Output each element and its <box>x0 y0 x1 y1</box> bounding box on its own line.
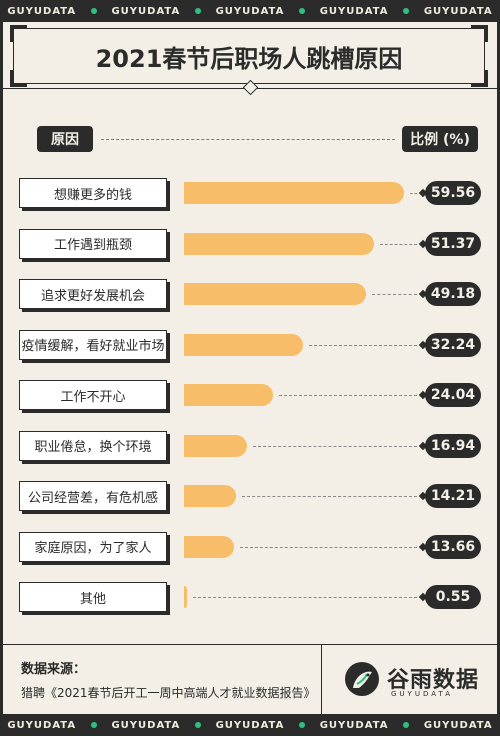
bar <box>184 586 187 608</box>
value-guide-line <box>193 597 417 598</box>
ticker-dot-icon <box>194 722 201 728</box>
title-box: 2021春节后职场人跳槽原因 <box>10 25 488 87</box>
value-label: 59.56 <box>425 181 481 205</box>
category-label: 工作遇到瓶颈 <box>19 228 167 259</box>
ticker-text: GUYUDATA <box>319 719 389 731</box>
header-guide-line <box>101 139 395 140</box>
category-label: 公司经营差，有危机感 <box>19 481 167 511</box>
ticker-text: GUYUDATA <box>111 5 181 17</box>
chart-row: 疫情缓解，看好就业市场 32.24 <box>3 329 497 364</box>
value-label: 0.55 <box>425 585 481 609</box>
category-label: 其他 <box>19 582 167 612</box>
category-label: 追求更好发展机会 <box>19 279 167 309</box>
chart-row: 其他 0.55 <box>3 582 497 616</box>
category-label: 工作不开心 <box>19 380 167 410</box>
bar <box>184 283 366 305</box>
chart-row: 公司经营差，有危机感 14.21 <box>3 481 497 515</box>
ticker-dot-icon <box>403 722 410 728</box>
logo-subtext: GUYUDATA <box>391 690 453 698</box>
value-label: 32.24 <box>425 332 481 357</box>
footer-vertical-divider <box>321 644 322 714</box>
ticker-text: GUYUDATA <box>423 5 493 17</box>
bottom-ticker: GUYUDATA GUYUDATA GUYUDATA GUYUDATA GUYUDATA <box>0 714 500 736</box>
chart-row: 工作遇到瓶颈 51.37 <box>3 228 497 263</box>
value-guide-line <box>252 445 417 447</box>
brand-logo: 谷雨数据 GUYUDATA <box>345 662 485 702</box>
chart-row: 家庭原因，为了家人 13.66 <box>3 531 497 566</box>
category-label: 想赚更多的钱 <box>19 178 167 208</box>
ticker-text: GUYUDATA <box>215 719 285 731</box>
ticker-dot-icon <box>299 722 306 728</box>
value-label: 51.37 <box>425 231 481 256</box>
ticker-dot-icon <box>403 8 410 14</box>
bar <box>184 485 237 507</box>
value-label: 13.66 <box>425 534 481 559</box>
ticker-dot-icon <box>194 8 201 14</box>
value-label: 24.04 <box>425 383 481 407</box>
value-header: 比例 (%) <box>402 126 478 152</box>
bird-logo-icon <box>345 662 379 696</box>
ticker-text: GUYUDATA <box>215 5 285 17</box>
category-header: 原因 <box>37 126 93 152</box>
ticker-text: GUYUDATA <box>7 5 77 17</box>
ticker-text: GUYUDATA <box>423 719 493 731</box>
ticker-text: GUYUDATA <box>7 719 77 731</box>
bar <box>184 535 235 558</box>
ticker-dot-icon <box>90 8 97 14</box>
category-label: 疫情缓解，看好就业市场 <box>19 329 167 360</box>
source-text: 猎聘《2021春节后开工一周中高端人才就业数据报告》 <box>21 686 316 700</box>
value-guide-line <box>242 496 417 497</box>
infographic-frame: 2021春节后职场人跳槽原因 原因 比例 (%) 想赚更多的钱 59.56 工作遇到… <box>3 22 497 714</box>
source-title: 数据来源： <box>21 662 87 677</box>
bar <box>184 333 304 356</box>
value-label: 49.18 <box>425 282 481 306</box>
top-ticker: GUYUDATA GUYUDATA GUYUDATA GUYUDATA GUYUDATA <box>0 0 500 22</box>
bar <box>184 232 374 255</box>
category-label: 职业倦怠，换个环境 <box>19 430 167 461</box>
chart-row: 职业倦怠，换个环境 16.94 <box>3 430 497 465</box>
bar <box>184 434 247 457</box>
chart-row: 追求更好发展机会 49.18 <box>3 279 497 313</box>
value-guide-line <box>240 546 417 548</box>
value-guide-line <box>379 243 417 245</box>
value-guide-line <box>309 344 417 346</box>
chart-row: 工作不开心 24.04 <box>3 380 497 414</box>
page-title: 2021春节后职场人跳槽原因 <box>95 44 403 73</box>
chart-row: 想赚更多的钱 59.56 <box>3 178 497 212</box>
footer-divider <box>3 644 497 645</box>
ticker-dot-icon <box>90 722 97 728</box>
logo-text: 谷雨数据 <box>387 668 480 693</box>
bar <box>184 182 404 204</box>
value-label: 14.21 <box>425 484 481 508</box>
value-guide-line <box>278 395 417 396</box>
value-guide-line <box>371 294 417 295</box>
value-label: 16.94 <box>425 433 481 458</box>
ticker-dot-icon <box>299 8 306 14</box>
ticker-text: GUYUDATA <box>319 5 389 17</box>
ticker-text: GUYUDATA <box>111 719 181 731</box>
bar <box>184 384 273 406</box>
value-guide-line <box>410 193 417 194</box>
category-label: 家庭原因，为了家人 <box>19 531 167 562</box>
